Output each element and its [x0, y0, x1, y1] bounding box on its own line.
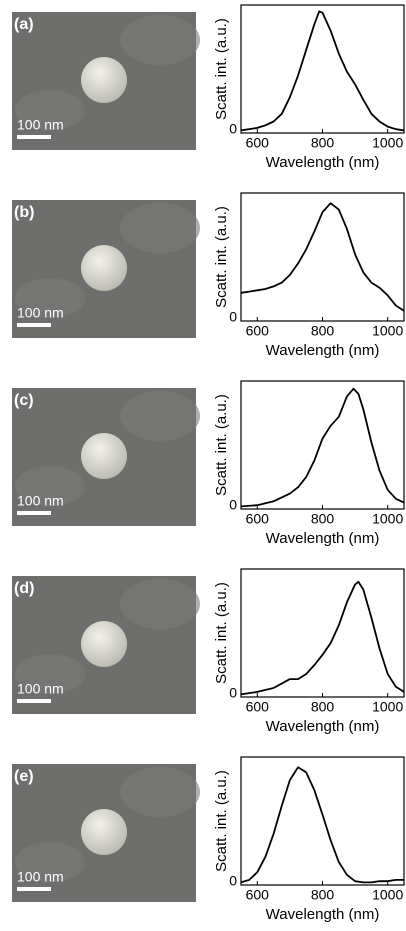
- nanoparticle: [81, 809, 127, 855]
- x-tick-label: 1000: [372, 511, 403, 527]
- scale-bar-label: 100 nm: [17, 305, 64, 321]
- x-axis-label: Wavelength (nm): [266, 154, 380, 171]
- y-axis-label: Scatt. int. (a.u.): [213, 394, 230, 496]
- panel-label: (a): [14, 16, 34, 33]
- y-tick-label: 0: [229, 121, 237, 137]
- plot-frame: [240, 4, 405, 134]
- x-axis-label: Wavelength (nm): [266, 906, 380, 923]
- y-tick-label: 0: [229, 309, 237, 325]
- x-tick-label: 1000: [372, 887, 403, 903]
- x-tick-label: 800: [311, 323, 335, 339]
- x-tick-label: 600: [246, 887, 270, 903]
- sem-texture: [120, 767, 200, 817]
- x-tick-label: 1000: [372, 323, 403, 339]
- x-tick-label: 800: [311, 511, 335, 527]
- sem-texture: [120, 203, 200, 253]
- x-tick-label: 1000: [372, 135, 403, 151]
- sem-texture: [120, 391, 200, 441]
- x-tick-label: 600: [246, 511, 270, 527]
- panel-label: (c): [14, 392, 34, 409]
- scale-bar-label: 100 nm: [17, 681, 64, 697]
- x-tick-label: 800: [311, 135, 335, 151]
- x-tick-label: 800: [311, 699, 335, 715]
- nanoparticle: [81, 245, 127, 291]
- scale-bar-label: 100 nm: [17, 493, 64, 509]
- x-axis-label: Wavelength (nm): [266, 718, 380, 735]
- scale-bar-label: 100 nm: [17, 117, 64, 133]
- plot-frame: [240, 568, 405, 698]
- x-tick-label: 600: [246, 699, 270, 715]
- nanoparticle: [81, 57, 127, 103]
- panel-label: (b): [14, 204, 34, 221]
- y-tick-label: 0: [229, 873, 237, 889]
- sem-texture: [15, 278, 85, 318]
- spectrum-line: [240, 10, 405, 132]
- sem-texture: [120, 579, 200, 629]
- sem-texture: [120, 15, 200, 65]
- x-tick-label: 1000: [372, 699, 403, 715]
- y-axis-label: Scatt. int. (a.u.): [213, 770, 230, 872]
- y-tick-label: 0: [229, 685, 237, 701]
- y-axis-label: Scatt. int. (a.u.): [213, 206, 230, 308]
- spectrum-line: [240, 766, 404, 884]
- y-tick-label: 0: [229, 497, 237, 513]
- y-axis-label: Scatt. int. (a.u.): [213, 18, 230, 120]
- sem-texture: [15, 466, 85, 506]
- x-tick-label: 600: [246, 135, 270, 151]
- y-axis-label: Scatt. int. (a.u.): [213, 582, 230, 684]
- nanoparticle: [81, 433, 127, 479]
- spectrum-line: [240, 202, 405, 312]
- sem-texture: [15, 90, 85, 130]
- panel-label: (d): [14, 580, 34, 597]
- spectrum-line: [240, 580, 405, 696]
- sem-texture: [15, 654, 85, 694]
- panel-label: (e): [14, 768, 34, 785]
- x-axis-label: Wavelength (nm): [266, 342, 380, 359]
- x-axis-label: Wavelength (nm): [266, 530, 380, 547]
- spectrum-line: [240, 387, 405, 508]
- sem-texture: [15, 842, 85, 882]
- x-tick-label: 800: [311, 887, 335, 903]
- plot-frame: [240, 756, 405, 886]
- x-tick-label: 600: [246, 323, 270, 339]
- nanoparticle: [81, 621, 127, 667]
- plot-frame: [240, 380, 405, 510]
- scale-bar-label: 100 nm: [17, 869, 64, 885]
